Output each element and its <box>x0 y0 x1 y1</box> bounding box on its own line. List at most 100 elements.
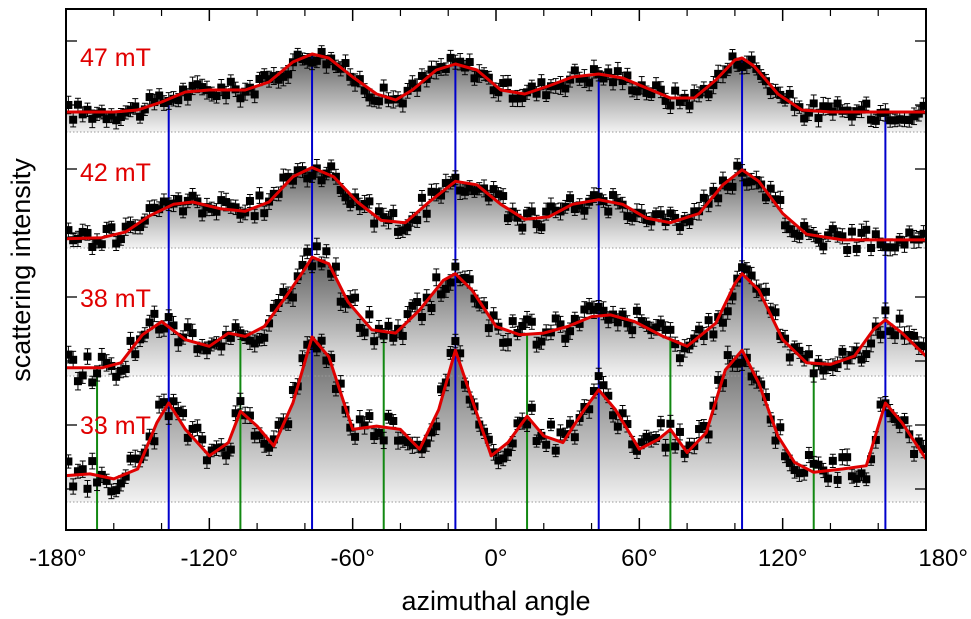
data-point <box>322 60 331 69</box>
data-point <box>714 375 723 384</box>
data-point <box>417 313 426 322</box>
data-point <box>886 116 895 125</box>
data-point <box>355 75 364 84</box>
series-label: 38 mT <box>80 285 151 313</box>
data-point <box>890 331 899 340</box>
data-point <box>155 325 164 334</box>
data-point <box>408 301 417 310</box>
data-point <box>876 240 885 249</box>
data-point <box>790 466 799 475</box>
data-point <box>183 92 192 101</box>
data-point <box>274 298 283 307</box>
data-point <box>413 298 422 307</box>
data-point <box>169 397 178 406</box>
data-point <box>690 89 699 98</box>
data-point <box>800 221 809 230</box>
data-point <box>695 325 704 334</box>
data-point <box>116 479 125 488</box>
data-point <box>847 351 856 360</box>
data-point <box>542 207 551 216</box>
data-point <box>518 321 527 330</box>
data-point <box>398 436 407 445</box>
data-point <box>824 231 833 240</box>
data-point <box>494 190 503 199</box>
data-point <box>140 105 149 114</box>
data-point <box>116 113 125 122</box>
data-point <box>336 185 345 194</box>
data-point <box>274 420 283 429</box>
data-point <box>843 453 852 462</box>
data-point <box>771 195 780 204</box>
data-point <box>523 209 532 218</box>
data-point <box>408 79 417 88</box>
data-point <box>766 306 775 315</box>
data-point <box>704 430 713 439</box>
data-point <box>308 171 317 180</box>
data-point <box>446 278 455 287</box>
data-point <box>671 213 680 222</box>
data-point <box>537 431 546 440</box>
data-point <box>212 92 221 101</box>
data-point <box>561 334 570 343</box>
data-point <box>718 379 727 388</box>
data-point <box>422 209 431 218</box>
data-point <box>613 67 622 76</box>
data-point <box>585 405 594 414</box>
data-point <box>685 217 694 226</box>
data-point <box>116 235 125 244</box>
data-point <box>857 228 866 237</box>
data-point <box>88 378 97 387</box>
data-point <box>800 468 809 477</box>
data-point <box>107 111 116 120</box>
data-point <box>589 65 598 74</box>
data-point <box>365 93 374 102</box>
data-point <box>169 94 178 103</box>
data-point <box>890 116 899 125</box>
data-point <box>317 259 326 268</box>
data-point <box>508 94 517 103</box>
data-point <box>895 314 904 323</box>
data-point <box>484 435 493 444</box>
data-point <box>790 343 799 352</box>
data-point <box>150 309 159 318</box>
data-point <box>618 409 627 418</box>
data-point <box>862 350 871 359</box>
data-point <box>690 207 699 216</box>
data-point <box>824 474 833 483</box>
data-point <box>336 379 345 388</box>
data-point <box>269 189 278 198</box>
data-point <box>169 321 178 330</box>
data-point <box>742 60 751 69</box>
data-point <box>260 439 269 448</box>
data-point <box>499 338 508 347</box>
data-point <box>255 431 264 440</box>
data-point <box>336 297 345 306</box>
data-point <box>403 438 412 447</box>
data-point <box>508 439 517 448</box>
data-point <box>680 449 689 458</box>
data-point <box>355 415 364 424</box>
data-point <box>871 435 880 444</box>
data-point <box>656 210 665 219</box>
data-point <box>245 411 254 420</box>
data-point <box>814 114 823 123</box>
data-point <box>288 293 297 302</box>
data-point <box>150 98 159 107</box>
data-point <box>867 115 876 124</box>
data-point <box>437 191 446 200</box>
data-point <box>159 398 168 407</box>
data-point <box>546 420 555 429</box>
data-point <box>394 227 403 236</box>
data-point <box>193 345 202 354</box>
data-point <box>422 293 431 302</box>
fill-2 <box>66 257 926 376</box>
data-point <box>613 197 622 206</box>
data-point <box>905 228 914 237</box>
data-point <box>451 173 460 182</box>
data-point <box>589 305 598 314</box>
data-point <box>862 475 871 484</box>
data-point <box>561 430 570 439</box>
data-point <box>761 287 770 296</box>
data-point <box>484 73 493 82</box>
data-point <box>833 231 842 240</box>
